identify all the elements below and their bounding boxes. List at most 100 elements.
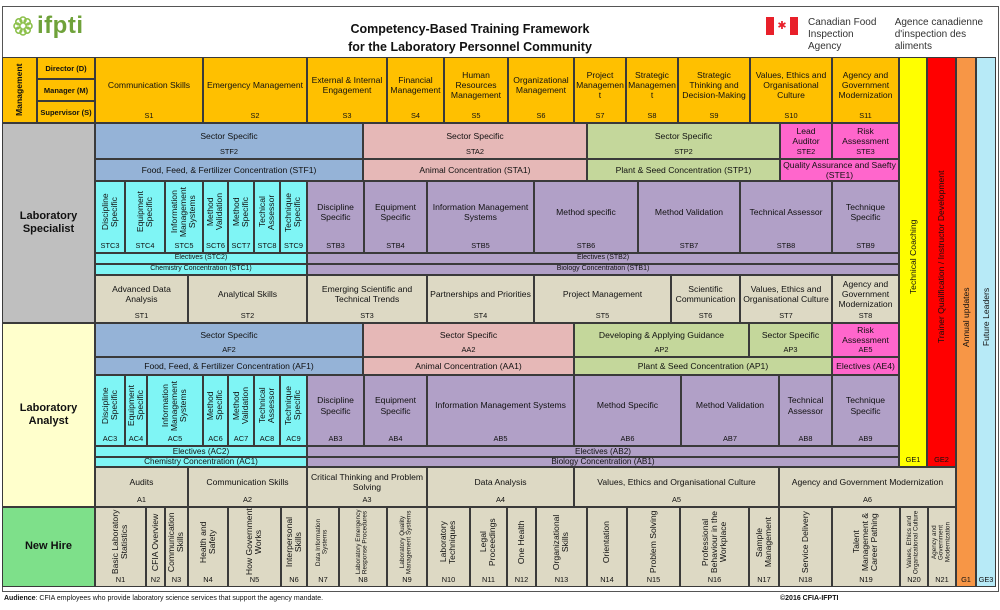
chem-competency[interactable]: Techical Assessor STC8: [254, 181, 280, 253]
bio-competency[interactable]: Technique Specific AB9: [832, 375, 899, 446]
new-hire-competency[interactable]: Data Information Systems N7: [307, 507, 339, 587]
animal-concentration[interactable]: Animal Concentration (AA1): [363, 357, 574, 375]
developing-applying-guidance[interactable]: Developing & Applying Guidance AP2: [574, 323, 749, 357]
risk-assessment[interactable]: Risk Assessment AE5: [832, 323, 899, 357]
electives-ab2[interactable]: Electives (AB2): [307, 446, 899, 457]
new-hire-competency[interactable]: Laboratory Quality Management Systems N9: [387, 507, 427, 587]
mgmt-competency[interactable]: Financial Management S4: [387, 57, 444, 123]
chem-competency[interactable]: Discipline Specific AC3: [95, 375, 125, 446]
chem-competency[interactable]: Information Management Systems AC5: [147, 375, 203, 446]
new-hire-competency[interactable]: One Health N12: [507, 507, 536, 587]
chemistry-concentration-stc1[interactable]: Chemistry Concentration (STC1): [95, 264, 307, 275]
quality-assurance-concentration[interactable]: Quality Assurance and Saefty (STE1): [780, 159, 899, 181]
new-hire-competency[interactable]: CFIA Overview N2: [146, 507, 165, 587]
new-hire-competency[interactable]: Organizational Skills N13: [536, 507, 587, 587]
animal-concentration[interactable]: Animal Concentration (STA1): [363, 159, 587, 181]
new-hire-competency[interactable]: Problem Solving N15: [627, 507, 680, 587]
new-hire-competency[interactable]: Basic Laboratory Statistics N1: [95, 507, 146, 587]
electives-stc2[interactable]: Electives (STC2): [95, 253, 307, 264]
mgmt-competency[interactable]: Emergency Management S2: [203, 57, 307, 123]
bio-competency[interactable]: Technique Specific STB9: [832, 181, 899, 253]
core-competency[interactable]: Audits A1: [95, 467, 188, 507]
bio-competency[interactable]: Information Management Systems STB5: [427, 181, 534, 253]
sector-specific-plant[interactable]: Sector Specific STP2: [587, 123, 780, 159]
chem-competency[interactable]: Discipline Specific STC3: [95, 181, 125, 253]
mgmt-competency[interactable]: Human Resources Management S5: [444, 57, 508, 123]
side-trainer-qualification[interactable]: Trainer Qualification / Instructor Devel…: [927, 57, 956, 467]
risk-assessment[interactable]: Risk Assessment STE3: [832, 123, 899, 159]
food-concentration[interactable]: Food, Feed, & Fertilizer Concentration (…: [95, 159, 363, 181]
chem-competency[interactable]: Equipment Specific STC4: [125, 181, 165, 253]
core-competency[interactable]: Emerging Scientific and Technical Trends…: [307, 275, 427, 323]
mgmt-competency[interactable]: Organizational Management S6: [508, 57, 574, 123]
bio-competency[interactable]: Discipline Specific AB3: [307, 375, 364, 446]
plant-concentration[interactable]: Plant & Seed Concentration (AP1): [574, 357, 832, 375]
chem-competency[interactable]: Method Specific AC6: [203, 375, 228, 446]
plant-concentration[interactable]: Plant & Seed Concentration (STP1): [587, 159, 780, 181]
bio-competency[interactable]: Information Management Systems AB5: [427, 375, 574, 446]
chem-competency[interactable]: Technique Specific STC9: [280, 181, 307, 253]
sector-specific-food[interactable]: Sector Specific AF2: [95, 323, 363, 357]
chem-competency[interactable]: Equipment Specific AC4: [125, 375, 147, 446]
core-competency[interactable]: Analytical Skills ST2: [188, 275, 307, 323]
side-technical-coaching[interactable]: Technical Coaching GE1: [899, 57, 927, 467]
new-hire-competency[interactable]: Values, Ethics and Organizational Cultur…: [900, 507, 928, 587]
new-hire-competency[interactable]: Interpersonal Skills N6: [281, 507, 307, 587]
chem-competency[interactable]: Method Validation SCT6: [203, 181, 228, 253]
new-hire-competency[interactable]: Health and Safety N4: [188, 507, 228, 587]
core-competency[interactable]: Scientific Communication ST6: [671, 275, 740, 323]
new-hire-competency[interactable]: How Government Works N5: [228, 507, 281, 587]
core-competency[interactable]: Communication Skills A2: [188, 467, 307, 507]
chemistry-concentration-ac1[interactable]: Chemistry Concentration (AC1): [95, 457, 307, 467]
bio-competency[interactable]: Method Validation AB7: [681, 375, 779, 446]
mgmt-competency[interactable]: Strategic Managemen t S8: [626, 57, 678, 123]
biology-concentration-stb1[interactable]: Biology Concentration (STB1): [307, 264, 899, 275]
side-annual-updates[interactable]: Annual updates G1: [956, 57, 976, 587]
core-competency[interactable]: Project Management ST5: [534, 275, 671, 323]
core-competency[interactable]: Agency and Government Modernization ST8: [832, 275, 899, 323]
chem-competency[interactable]: Information Management Systems STC5: [165, 181, 203, 253]
chem-competency[interactable]: Method Validation AC7: [228, 375, 254, 446]
new-hire-competency[interactable]: Orientation N14: [587, 507, 627, 587]
core-competency[interactable]: Agency and Government Modernization A6: [779, 467, 956, 507]
new-hire-competency[interactable]: Sample Management N17: [749, 507, 779, 587]
electives-stb2[interactable]: Electives (STB2): [307, 253, 899, 264]
bio-competency[interactable]: Discipline Specific STB3: [307, 181, 364, 253]
food-concentration[interactable]: Food, Feed, & Fertilizer Concentration (…: [95, 357, 363, 375]
bio-competency[interactable]: Equipment Specific AB4: [364, 375, 427, 446]
core-competency[interactable]: Data Analysis A4: [427, 467, 574, 507]
electives-ae4[interactable]: Electives (AE4): [832, 357, 899, 375]
sector-specific-animal[interactable]: Sector Specific AA2: [363, 323, 574, 357]
sector-specific-animal[interactable]: Sector Specific STA2: [363, 123, 587, 159]
bio-competency[interactable]: Technical Assessor AB8: [779, 375, 832, 446]
bio-competency[interactable]: Method Specific AB6: [574, 375, 681, 446]
mgmt-competency[interactable]: Agency and Government Modernization S11: [832, 57, 899, 123]
core-competency[interactable]: Values, Ethics and Organisational Cultur…: [740, 275, 832, 323]
electives-ac2[interactable]: Electives (AC2): [95, 446, 307, 457]
core-competency[interactable]: Values, Ethics and Organisational Cultur…: [574, 467, 779, 507]
mgmt-competency[interactable]: External & Internal Engagement S3: [307, 57, 387, 123]
mgmt-competency[interactable]: Project Managemen t S7: [574, 57, 626, 123]
core-competency[interactable]: Critical Thinking and Problem Solving A3: [307, 467, 427, 507]
bio-competency[interactable]: Technical Assessor STB8: [740, 181, 832, 253]
bio-competency[interactable]: Method Validation STB7: [638, 181, 740, 253]
new-hire-competency[interactable]: Legal Proceedings N11: [470, 507, 507, 587]
mgmt-competency[interactable]: Values, Ethics and Organisational Cultur…: [750, 57, 832, 123]
lead-auditor[interactable]: Lead Auditor STE2: [780, 123, 832, 159]
new-hire-competency[interactable]: Professional Behaviour in the Workplace N…: [680, 507, 749, 587]
new-hire-competency[interactable]: Communication Skills N3: [165, 507, 188, 587]
new-hire-competency[interactable]: Agency and Government Modernization N21: [928, 507, 956, 587]
sector-specific-food[interactable]: Sector Specific STF2: [95, 123, 363, 159]
new-hire-competency[interactable]: Laboratory Emergency Response Procedures…: [339, 507, 387, 587]
chem-competency[interactable]: Technical Assessor AC8: [254, 375, 280, 446]
biology-concentration-ab1[interactable]: Biology Concentration (AB1): [307, 457, 899, 467]
side-future-leaders[interactable]: Future Leaders GE3: [976, 57, 996, 587]
new-hire-competency[interactable]: Laboratory Techniques N10: [427, 507, 470, 587]
sector-specific-plant[interactable]: Sector Specific AP3: [749, 323, 832, 357]
bio-competency[interactable]: Equipment Specific STB4: [364, 181, 427, 253]
mgmt-competency[interactable]: Strategic Thinking and Decision-Making S9: [678, 57, 750, 123]
mgmt-competency[interactable]: Communication Skills S1: [95, 57, 203, 123]
new-hire-competency[interactable]: Service Delivery N18: [779, 507, 832, 587]
core-competency[interactable]: Advanced Data Analysis ST1: [95, 275, 188, 323]
bio-competency[interactable]: Method specific STB6: [534, 181, 638, 253]
